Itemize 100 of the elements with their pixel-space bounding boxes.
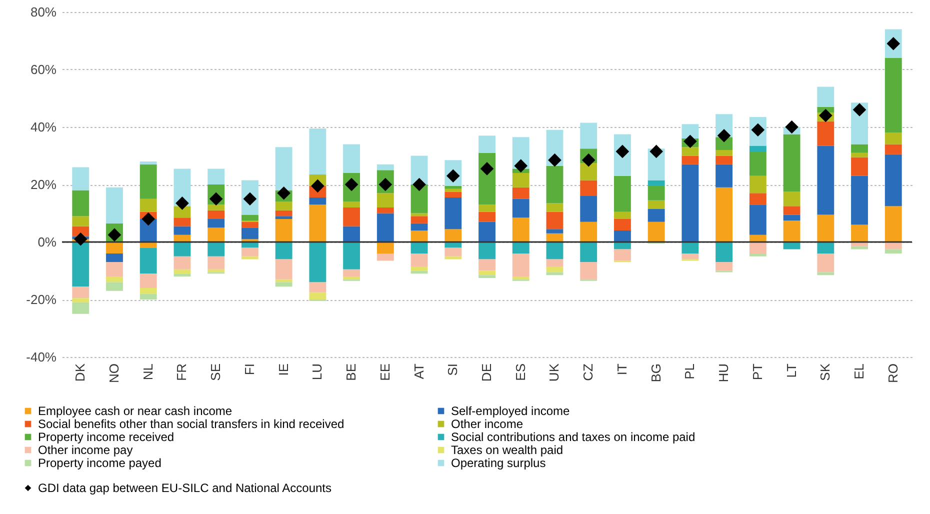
bar [275, 147, 292, 190]
bar [410, 254, 428, 266]
legend-label: Other income pay [38, 443, 133, 457]
bar [72, 226, 90, 236]
bar [716, 242, 733, 262]
y-tick-label: 20% [30, 177, 57, 192]
x-tick-label: DE [479, 363, 494, 382]
bar [72, 286, 90, 298]
bar [546, 266, 564, 272]
bar [817, 272, 834, 276]
bar [682, 242, 699, 254]
bar [72, 190, 90, 216]
bar [72, 242, 90, 287]
x-tick-label: PT [750, 363, 765, 380]
bar [275, 242, 292, 260]
bar [546, 259, 564, 266]
bar [580, 242, 598, 262]
bar [783, 214, 800, 220]
bar [884, 132, 902, 144]
x-tick-label: UK [546, 363, 562, 382]
bar [580, 122, 598, 149]
y-tick-label: -20% [26, 292, 57, 307]
bar [512, 254, 530, 276]
bar [614, 212, 631, 219]
bar [716, 156, 733, 164]
legend-label: Other income [451, 417, 524, 431]
x-tick-label: SI [445, 364, 460, 376]
bar [309, 128, 326, 174]
legend-label: Property income received [38, 430, 174, 444]
bar [749, 204, 766, 235]
bar [614, 249, 631, 261]
bar [614, 230, 631, 242]
bar [410, 216, 428, 224]
bar [140, 248, 157, 274]
bar [174, 274, 191, 276]
x-tick-label: ES [512, 363, 528, 381]
bar [241, 228, 258, 240]
bar [208, 228, 225, 242]
legend-label: Social contributions and taxes on income paid [451, 430, 696, 444]
legend-label: Social benefits other than social transfers in kind received [38, 417, 344, 431]
legend-label: GDI data gap between EU-SILC and National Accounts [38, 481, 332, 495]
x-tick-label: LU [310, 364, 325, 380]
bar [275, 279, 292, 282]
legend-label: Taxes on wealth paid [451, 443, 564, 457]
bar [546, 203, 564, 212]
bar [783, 134, 800, 192]
bar [749, 176, 766, 194]
bar [478, 242, 496, 260]
point [142, 212, 155, 226]
point [650, 145, 663, 158]
bar [376, 164, 394, 170]
bar [275, 210, 292, 216]
bar [410, 184, 428, 214]
bar [444, 256, 462, 260]
point [176, 196, 188, 210]
bar [783, 192, 800, 206]
bar [817, 121, 834, 146]
bar [208, 256, 225, 270]
bar [444, 197, 462, 230]
bar [884, 249, 902, 254]
x-tick-label: AT [411, 363, 426, 380]
bar [546, 212, 564, 230]
bar [749, 193, 766, 205]
legend-label: Property income payed [38, 456, 162, 470]
bar [716, 187, 733, 242]
bar [851, 224, 868, 242]
y-tick-label: 80% [30, 4, 57, 20]
bar [343, 276, 360, 280]
bar [106, 254, 123, 262]
bar [749, 146, 766, 152]
bar [343, 144, 360, 173]
x-tick-label: SE [208, 363, 224, 381]
x-tick-label: CZ [580, 363, 596, 381]
bar [410, 223, 428, 230]
bar [478, 212, 496, 222]
bar [444, 186, 462, 189]
x-tick-label: EL [852, 364, 867, 380]
bar [241, 248, 258, 256]
bar [241, 256, 258, 260]
bar [580, 222, 598, 242]
bar [410, 266, 428, 271]
x-tick-label: FI [242, 364, 257, 376]
x-tick-label: DK [72, 363, 88, 382]
bar [682, 254, 699, 260]
bar [716, 262, 733, 271]
bar [140, 274, 157, 288]
bar [376, 254, 394, 261]
bar [410, 230, 428, 242]
bar [478, 222, 496, 242]
bar [275, 216, 292, 219]
bar [241, 214, 258, 220]
bar [309, 292, 326, 300]
bar [208, 204, 225, 210]
bar [275, 219, 292, 242]
bar [174, 218, 191, 226]
bar [343, 226, 360, 242]
bar [478, 270, 496, 276]
bar [72, 167, 90, 190]
bar [716, 150, 733, 156]
bar [851, 152, 868, 158]
